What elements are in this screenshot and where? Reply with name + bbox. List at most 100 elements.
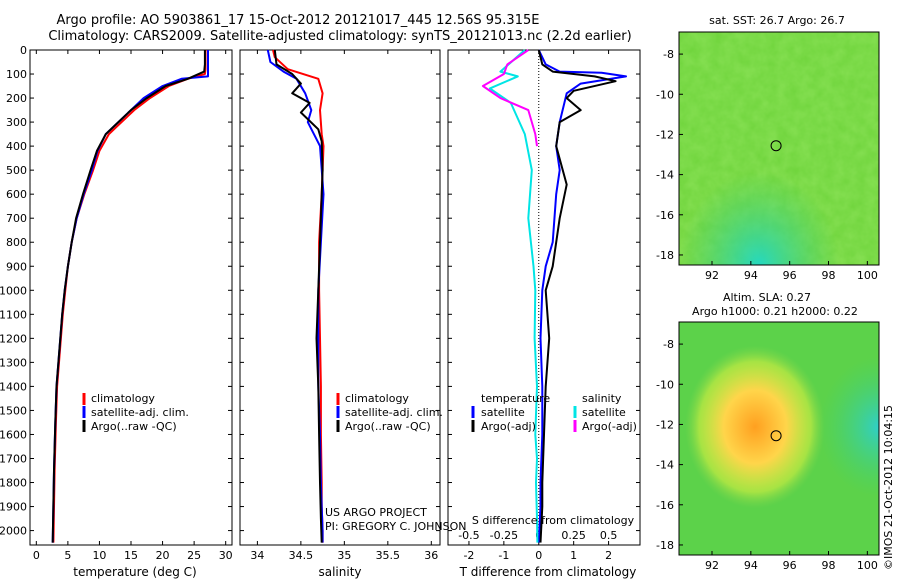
series-line-climatology [52, 50, 207, 543]
y-tick-label: 1600 [0, 428, 27, 441]
x-tick-label: 15 [124, 549, 138, 562]
map-y-tick-label: -10 [656, 378, 674, 391]
y-tick-label: 500 [6, 164, 27, 177]
legend-label-satellite: satellite-adj. clim. [345, 406, 443, 419]
map-y-tick-label: -14 [656, 169, 674, 182]
x-tick-label: 30 [219, 549, 233, 562]
map-x-tick-label: 94 [744, 559, 758, 572]
y-tick-label: 1000 [0, 284, 27, 297]
y-tick-label: 400 [6, 140, 27, 153]
y-tick-label: 1800 [0, 477, 27, 490]
series-line-s-argo-adj- [481, 49, 538, 147]
sla-map-frame [678, 321, 880, 556]
pi-credit: PI: GREGORY C. JOHNSON [325, 520, 466, 533]
x-tick-label: 1 [570, 549, 577, 562]
series-line-s-satellite [488, 49, 539, 543]
sst-map-title: sat. SST: 26.7 Argo: 26.7 [709, 14, 845, 27]
figure-title-line1: Argo profile: AO 5903861_17 15-Oct-2012 … [57, 13, 540, 28]
y-tick-label: 100 [6, 68, 27, 81]
salinity-axis-ticks: 34 34.5 35 35.5 36 [250, 50, 438, 562]
legend-label-t-argo: Argo(-adj) [481, 420, 536, 433]
y-tick-label: 200 [6, 92, 27, 105]
difference-profile-lines [481, 49, 627, 543]
project-credit: US ARGO PROJECT [325, 506, 427, 519]
map-x-tick-label: 94 [744, 269, 758, 282]
series-line-climatology [272, 49, 325, 543]
series-line-satellite-adj-clim- [266, 49, 325, 543]
legend-label-argo: Argo(..raw -QC) [345, 420, 431, 433]
map-y-tick-label: -18 [656, 539, 674, 552]
map-y-tick-label: -16 [656, 499, 674, 512]
legend-label-s-satellite: satellite [582, 406, 626, 419]
x-tick-label: 10 [92, 549, 106, 562]
y-tick-label: 1500 [0, 404, 27, 417]
temperature-panel: 0100200300400500600700800900100011001200… [0, 44, 233, 579]
t-difference-axis-ticks: -2 -1 0 1 2 [463, 50, 612, 562]
x-tick-label: 5 [64, 549, 71, 562]
legend-label-argo: Argo(..raw -QC) [91, 420, 177, 433]
difference-legend: temperature satellite Argo(-adj) salinit… [471, 392, 637, 433]
y-tick-label: 600 [6, 188, 27, 201]
sla-map-title-line2: Argo h1000: 0.21 h2000: 0.22 [692, 305, 858, 318]
y-tick-label: 0 [20, 44, 27, 57]
x-tick-label: 0 [535, 549, 542, 562]
sla-map-panel: Altim. SLA: 0.27 Argo h1000: 0.21 h2000:… [656, 291, 880, 572]
legend-title-salinity: salinity [582, 392, 622, 405]
map-x-tick-label: 96 [783, 269, 797, 282]
sst-map-cool-patch [679, 32, 879, 265]
salinity-depth-ticks [240, 49, 440, 532]
map-y-tick-label: -16 [656, 209, 674, 222]
map-y-tick-label: -12 [656, 128, 674, 141]
salinity-panel: 34 34.5 35 35.5 36 salinity climatology sate… [239, 49, 466, 579]
argo-float-marker [770, 140, 782, 152]
top-tick-label: 0.5 [600, 529, 618, 542]
salinity-axes-frame [239, 49, 441, 546]
argo-float-marker [770, 430, 782, 442]
sla-map-cool-patch [679, 322, 879, 555]
legend-label-climatology: climatology [345, 392, 409, 405]
legend-label-t-satellite: satellite [481, 406, 525, 419]
temperature-profile-lines [51, 50, 209, 543]
x-tick-label: 35 [337, 549, 351, 562]
y-tick-label: 800 [6, 236, 27, 249]
salinity-profile-lines [266, 49, 325, 543]
series-line-t-argo-adj- [537, 49, 617, 543]
temperature-axes-frame [29, 49, 233, 546]
x-tick-label: 0 [33, 549, 40, 562]
top-tick-label: -0.5 [458, 529, 479, 542]
map-y-tick-label: -8 [663, 338, 674, 351]
legend-label-satellite: satellite-adj. clim. [91, 406, 189, 419]
top-tick-label: -0.25 [490, 529, 518, 542]
y-tick-label: 300 [6, 116, 27, 129]
x-tick-label: 35.5 [376, 549, 401, 562]
x-tick-label: 36 [424, 549, 438, 562]
map-y-tick-label: -10 [656, 88, 674, 101]
series-line-argo-raw-qc- [51, 50, 206, 543]
sla-map-ticks: 92 94 96 98 100 -8 -10 -12 -14 -16 -18 [656, 338, 878, 572]
sla-map-title-line1: Altim. SLA: 0.27 [723, 291, 811, 304]
y-tick-label: 1900 [0, 501, 27, 514]
x-tick-label: -1 [498, 549, 509, 562]
y-tick-label: 2000 [0, 525, 27, 538]
map-x-tick-label: 98 [822, 269, 836, 282]
temperature-axis-label: temperature (deg C) [73, 565, 196, 579]
x-tick-label: -2 [463, 549, 474, 562]
y-tick-label: 900 [6, 260, 27, 273]
x-tick-label: 2 [605, 549, 612, 562]
legend-title-temperature: temperature [481, 392, 550, 405]
y-tick-label: 1400 [0, 380, 27, 393]
difference-panel: -2 -1 0 1 2 -0.5 -0.25 0 0.25 0.5 T difference f… [447, 49, 641, 579]
sst-map-panel: sat. SST: 26.7 Argo: 26.7 92 94 96 98 100 -8 -… [656, 14, 880, 282]
temperature-axis-ticks: 0 5 10 15 20 25 30 [33, 50, 233, 562]
map-y-tick-label: -8 [663, 48, 674, 61]
map-x-tick-label: 100 [857, 269, 878, 282]
map-y-tick-label: -14 [656, 459, 674, 472]
sst-map-ticks: 92 94 96 98 100 -8 -10 -12 -14 -16 -18 [656, 48, 878, 282]
imos-timestamp: ©IMOS 21-Oct-2012 10:04:15 [882, 405, 895, 570]
x-tick-label: 20 [156, 549, 170, 562]
x-tick-label: 34.5 [289, 549, 314, 562]
y-tick-label: 1700 [0, 452, 27, 465]
x-tick-label: 25 [187, 549, 201, 562]
legend-label-s-argo: Argo(-adj) [582, 420, 637, 433]
